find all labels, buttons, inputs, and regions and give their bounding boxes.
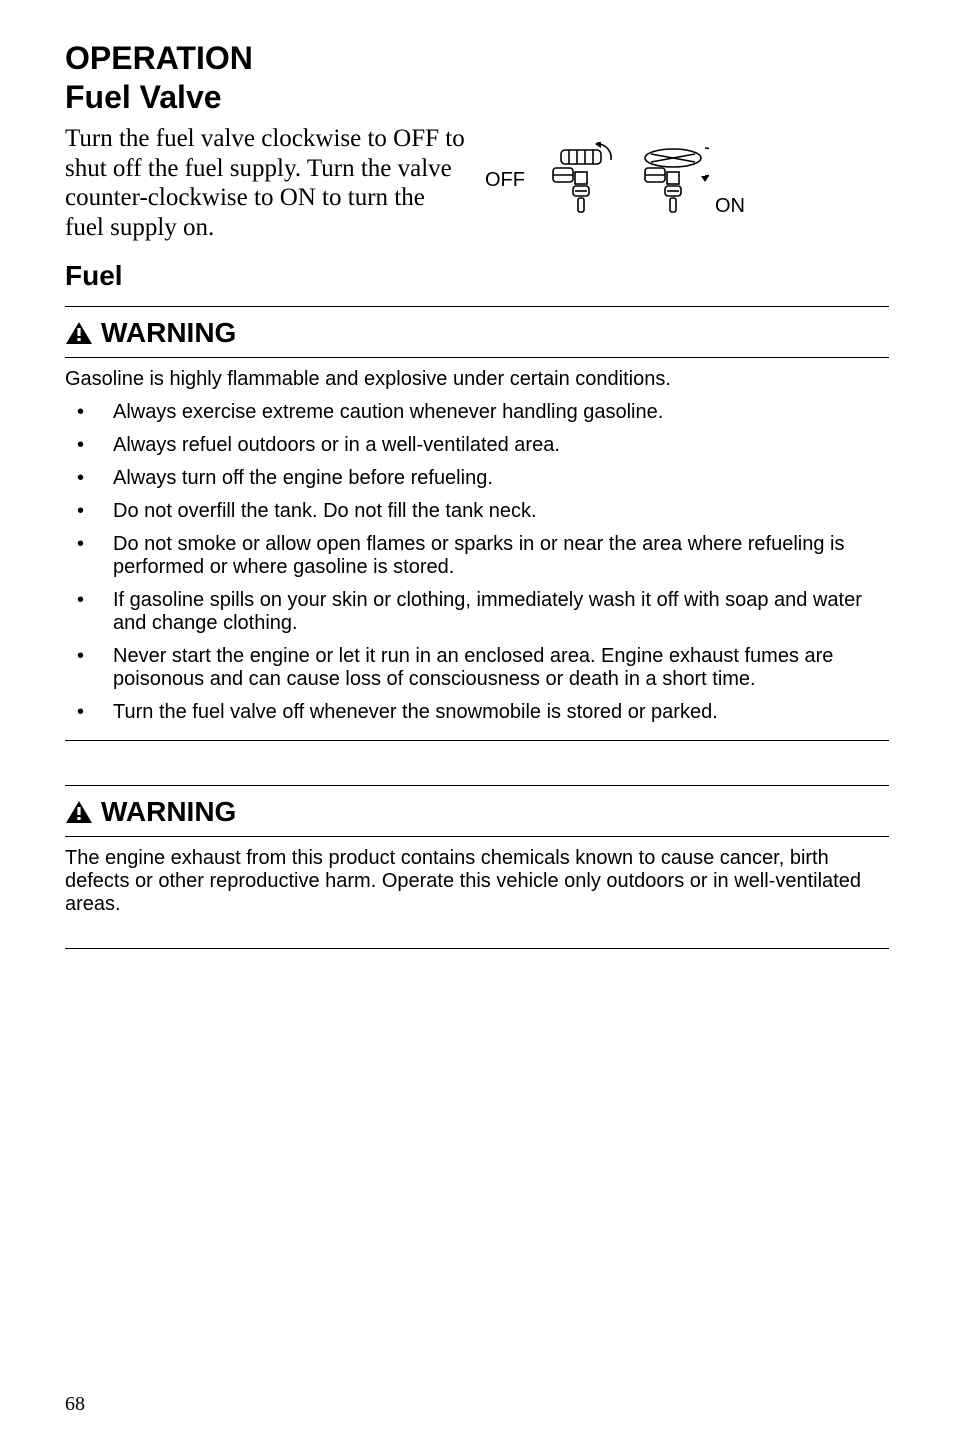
list-item: Always turn off the engine before refuel… — [65, 467, 889, 490]
intro-paragraph: Turn the fuel valve clockwise to OFF to … — [65, 124, 465, 242]
warning-1-lead: Gasoline is highly flammable and explosi… — [65, 368, 889, 391]
list-item: Always exercise extreme caution whenever… — [65, 401, 889, 424]
divider — [65, 357, 889, 358]
warning-2-heading: WARNING — [65, 796, 889, 828]
on-label: ON — [715, 195, 745, 218]
list-item: Never start the engine or let it run in … — [65, 645, 889, 691]
warning-1-heading: WARNING — [65, 317, 889, 349]
valve-on-icon — [637, 142, 709, 218]
list-item: Always refuel outdoors or in a well-vent… — [65, 434, 889, 457]
warning-triangle-icon — [65, 800, 93, 824]
list-item: Do not overfill the tank. Do not fill th… — [65, 500, 889, 523]
divider — [65, 836, 889, 837]
warning-1-list: Always exercise extreme caution whenever… — [65, 401, 889, 724]
list-item: If gasoline spills on your skin or cloth… — [65, 589, 889, 635]
divider — [65, 306, 889, 307]
warning-triangle-icon — [65, 321, 93, 345]
intro-row: Turn the fuel valve clockwise to OFF to … — [65, 124, 889, 242]
warning-1-title: WARNING — [101, 317, 236, 349]
divider — [65, 740, 889, 741]
arrow-ccw-icon — [705, 148, 709, 176]
warning-2-title: WARNING — [101, 796, 236, 828]
page-number: 68 — [65, 1393, 85, 1416]
valve-off-icon — [545, 142, 617, 218]
list-item: Turn the fuel valve off whenever the sno… — [65, 701, 889, 724]
subsection-heading: Fuel Valve — [65, 79, 889, 116]
divider — [65, 948, 889, 949]
list-item: Do not smoke or allow open flames or spa… — [65, 533, 889, 579]
warning-2-body: The engine exhaust from this product con… — [65, 847, 889, 916]
section-heading: OPERATION — [65, 40, 889, 77]
off-label: OFF — [485, 169, 525, 192]
fuel-valve-diagram: OFF — [485, 124, 745, 218]
divider — [65, 785, 889, 786]
fuel-heading: Fuel — [65, 260, 889, 292]
